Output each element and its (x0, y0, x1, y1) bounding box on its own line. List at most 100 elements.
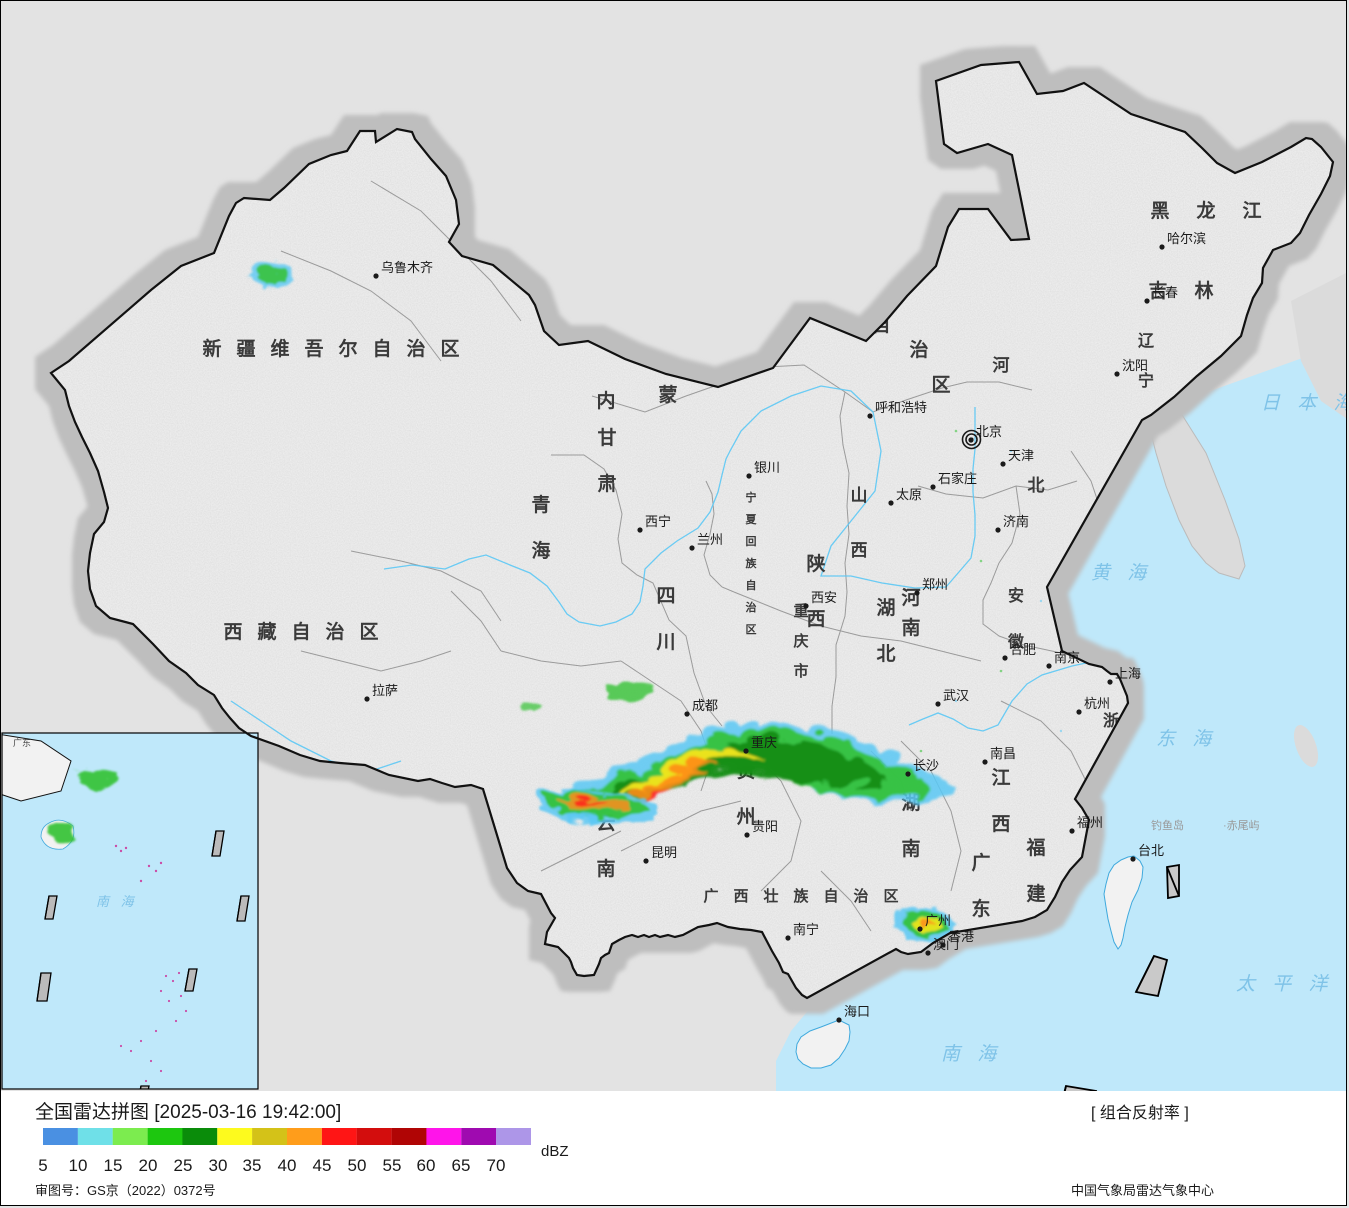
svg-text:区: 区 (440, 339, 459, 360)
svg-text:南: 南 (901, 617, 920, 639)
svg-text:福: 福 (1025, 836, 1045, 859)
svg-text:太原: 太原 (896, 487, 922, 502)
svg-text:沈阳: 沈阳 (1122, 358, 1148, 373)
svg-text:南昌: 南昌 (990, 746, 1016, 761)
svg-text:南 海: 南 海 (96, 894, 138, 909)
svg-text:贵阳: 贵阳 (752, 819, 778, 834)
svg-text:治: 治 (325, 620, 344, 643)
svg-text:族: 族 (793, 887, 809, 905)
svg-text:自: 自 (823, 887, 838, 905)
svg-text:银川: 银川 (754, 460, 780, 475)
svg-text:40: 40 (278, 1156, 297, 1175)
svg-text:四: 四 (656, 586, 675, 607)
svg-text:50: 50 (348, 1156, 367, 1175)
svg-text:内: 内 (596, 389, 615, 412)
svg-text:区: 区 (883, 888, 898, 905)
svg-text:南: 南 (596, 858, 615, 880)
svg-text:南: 南 (901, 838, 920, 860)
svg-text:西: 西 (733, 888, 748, 905)
svg-text:湖: 湖 (876, 597, 895, 619)
svg-text:自: 自 (291, 620, 310, 643)
svg-text:壮: 壮 (763, 887, 778, 905)
svg-text:昆明: 昆明 (651, 845, 677, 860)
svg-text:[ 组合反射率 ]: [ 组合反射率 ] (1091, 1104, 1189, 1122)
svg-text:尔: 尔 (338, 337, 357, 360)
svg-text:5: 5 (38, 1156, 47, 1175)
svg-text:新: 新 (202, 337, 221, 360)
svg-text:庆: 庆 (793, 632, 808, 650)
svg-text:西: 西 (223, 622, 242, 643)
svg-text:长沙: 长沙 (913, 758, 939, 773)
svg-text:天津: 天津 (1008, 448, 1034, 463)
svg-text:60: 60 (417, 1156, 436, 1175)
svg-text:广州: 广州 (925, 913, 951, 928)
svg-text:西宁: 西宁 (645, 514, 671, 529)
svg-text:西安: 西安 (811, 590, 837, 605)
svg-text:河: 河 (993, 356, 1010, 375)
svg-text:辽: 辽 (1138, 332, 1155, 350)
svg-text:台北: 台北 (1138, 843, 1164, 858)
svg-text:建: 建 (1026, 882, 1045, 905)
svg-text:安: 安 (1008, 586, 1024, 605)
svg-text:日 本 海: 日 本 海 (1261, 393, 1347, 414)
svg-text:区: 区 (931, 375, 950, 396)
svg-text:自: 自 (372, 337, 391, 360)
svg-text:重庆: 重庆 (751, 735, 777, 750)
svg-text:长春: 长春 (1152, 285, 1178, 300)
svg-text:南宁: 南宁 (793, 922, 819, 937)
svg-text:蒙: 蒙 (658, 384, 677, 406)
svg-text:10: 10 (69, 1156, 88, 1175)
svg-text:钓鱼岛: 钓鱼岛 (1151, 818, 1184, 832)
svg-text:藏: 藏 (257, 620, 276, 643)
svg-text:宁: 宁 (1138, 371, 1154, 390)
svg-text:30: 30 (209, 1156, 228, 1175)
svg-text:广: 广 (703, 887, 718, 905)
svg-text:维: 维 (270, 337, 289, 360)
svg-text:川: 川 (655, 632, 675, 653)
svg-text:福州: 福州 (1077, 815, 1103, 830)
svg-text:北: 北 (876, 643, 895, 665)
svg-text:族: 族 (746, 556, 758, 570)
svg-text:回: 回 (746, 534, 757, 548)
svg-text:江: 江 (1242, 200, 1261, 222)
svg-text:澳门: 澳门 (933, 937, 959, 952)
svg-text:武汉: 武汉 (943, 688, 969, 703)
svg-text:黄 海: 黄 海 (1091, 563, 1152, 584)
svg-text:治: 治 (853, 887, 868, 905)
svg-text:西: 西 (851, 541, 868, 560)
svg-text:乌鲁木齐: 乌鲁木齐 (381, 260, 433, 275)
svg-text:甘: 甘 (597, 427, 616, 449)
svg-text:江: 江 (991, 767, 1010, 789)
svg-text:拉萨: 拉萨 (372, 683, 398, 698)
svg-text:全国雷达拼图 [2025-03-16 19:42:00]: 全国雷达拼图 [2025-03-16 19:42:00] (35, 1101, 341, 1123)
svg-text:东: 东 (971, 897, 990, 920)
svg-text:审图号：GS京（2022）0372号: 审图号：GS京（2022）0372号 (35, 1183, 216, 1198)
svg-text:·赤尾屿: ·赤尾屿 (1223, 819, 1260, 832)
svg-text:石家庄: 石家庄 (938, 471, 977, 486)
svg-text:夏: 夏 (746, 513, 758, 526)
svg-text:陕: 陕 (806, 552, 825, 575)
svg-text:杭州: 杭州 (1084, 696, 1110, 711)
svg-text:区: 区 (746, 623, 757, 636)
svg-text:海: 海 (531, 539, 550, 562)
svg-text:北: 北 (1028, 476, 1045, 495)
svg-text:成都: 成都 (692, 698, 718, 713)
svg-text:15: 15 (104, 1156, 123, 1175)
svg-text:太 平 洋: 太 平 洋 (1236, 973, 1334, 995)
svg-text:西: 西 (991, 814, 1010, 835)
svg-text:南 海: 南 海 (941, 1044, 1002, 1065)
svg-text:55: 55 (383, 1156, 402, 1175)
svg-text:广东: 广东 (13, 737, 31, 748)
svg-text:山: 山 (851, 486, 868, 505)
svg-text:东 海: 东 海 (1156, 728, 1217, 750)
svg-text:45: 45 (313, 1156, 332, 1175)
svg-text:西: 西 (806, 609, 825, 630)
svg-text:25: 25 (174, 1156, 193, 1175)
svg-text:青: 青 (531, 494, 550, 516)
svg-text:65: 65 (452, 1156, 471, 1175)
svg-text:治: 治 (909, 338, 928, 361)
svg-text:宁: 宁 (746, 490, 757, 504)
svg-text:治: 治 (406, 337, 425, 360)
svg-text:河: 河 (901, 587, 920, 609)
svg-text:哈尔滨: 哈尔滨 (1167, 231, 1206, 246)
